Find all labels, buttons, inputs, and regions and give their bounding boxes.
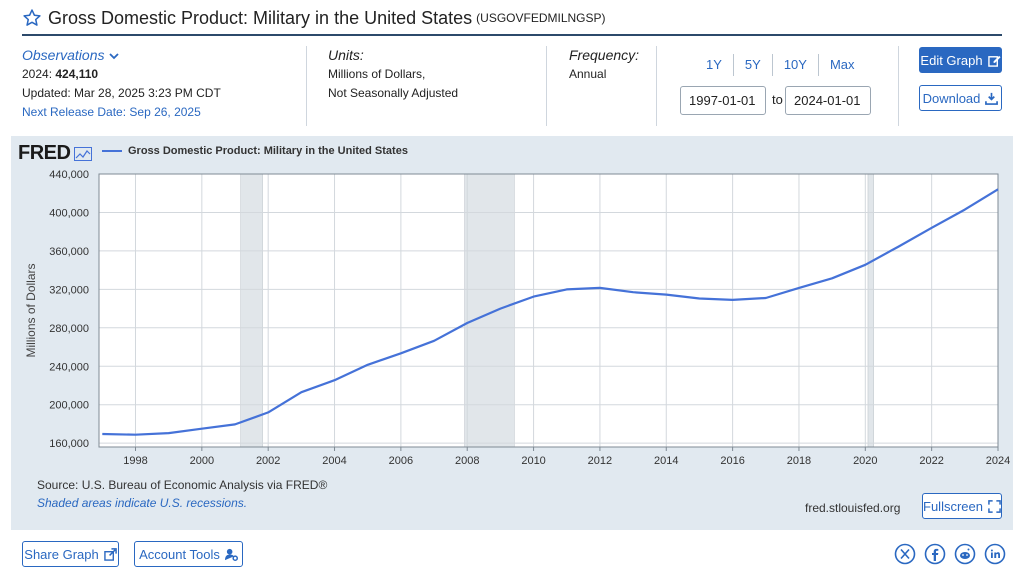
to-label: to [772, 92, 783, 107]
units-label: Units: [328, 47, 364, 63]
x-tick-label: 2008 [455, 455, 479, 467]
fullscreen-label: Fullscreen [923, 498, 983, 514]
y-tick-label: 320,000 [49, 284, 89, 296]
meta-divider [306, 46, 307, 126]
x-tick-label: 1998 [123, 455, 147, 467]
account-tools-button[interactable]: Account Tools [134, 541, 243, 567]
x-icon[interactable] [894, 543, 916, 565]
reddit-icon[interactable] [954, 543, 976, 565]
y-axis-label: Millions of Dollars [24, 263, 38, 357]
facebook-icon[interactable] [924, 543, 946, 565]
x-tick-label: 2000 [190, 455, 214, 467]
recession-band [867, 173, 874, 448]
share-graph-label: Share Graph [24, 546, 99, 562]
site-link[interactable]: fred.stlouisfed.org [805, 501, 901, 515]
edit-icon [987, 55, 1001, 67]
units-line2: Not Seasonally Adjusted [328, 86, 459, 100]
download-label: Download [922, 90, 981, 106]
units-line1: Millions of Dollars, [328, 67, 426, 81]
recession-band [464, 173, 515, 448]
fullscreen-icon [988, 499, 1001, 513]
star-icon[interactable] [22, 8, 42, 28]
x-tick-label: 2004 [322, 455, 346, 467]
download-icon [985, 92, 999, 105]
x-tick-label: 2006 [389, 455, 413, 467]
latest-observation: 2024: 424,110 [22, 65, 221, 84]
y-axis-ticks: 160,000 200,000 240,000 280,000 320,000 360,0… [49, 169, 89, 450]
recession-band [240, 173, 263, 448]
range-5y-button[interactable]: 5Y [734, 54, 773, 76]
share-graph-button[interactable]: Share Graph [22, 541, 119, 567]
title-row: Gross Domestic Product: Military in the … [22, 6, 606, 30]
x-tick-label: 2014 [654, 455, 678, 467]
chevron-down-icon [109, 52, 120, 59]
observations-panel: Observations 2024: 424,110 Updated: Mar … [22, 46, 221, 122]
x-tick-label: 2024 [986, 455, 1010, 467]
frequency-label: Frequency: [569, 47, 640, 63]
end-date-input[interactable] [785, 86, 871, 115]
x-tick-label: 2018 [787, 455, 811, 467]
range-max-button[interactable]: Max [829, 57, 855, 72]
share-icon [103, 547, 117, 561]
y-tick-label: 400,000 [49, 207, 89, 219]
x-tick-label: 2016 [720, 455, 744, 467]
linkedin-icon[interactable] [984, 543, 1006, 565]
y-tick-label: 200,000 [49, 400, 89, 412]
chart-legend: Gross Domestic Product: Military in the … [102, 145, 408, 157]
meta-divider [546, 46, 547, 126]
fred-logo: FRED [18, 142, 93, 165]
frequency-panel: Frequency: Annual [569, 46, 639, 84]
plot-area [98, 173, 999, 448]
meta-divider [656, 46, 657, 126]
series-line [102, 188, 999, 436]
x-tick-label: 2010 [521, 455, 545, 467]
next-release-link[interactable]: Next Release Date: Sep 26, 2025 [22, 105, 201, 119]
x-tick-label: 2002 [256, 455, 280, 467]
x-tick-label: 2022 [919, 455, 943, 467]
meta-divider [898, 46, 899, 126]
source-text: Source: U.S. Bureau of Economic Analysis… [37, 478, 328, 492]
y-tick-label: 360,000 [49, 246, 89, 258]
account-tools-label: Account Tools [139, 546, 220, 562]
latest-value: 424,110 [55, 67, 99, 81]
legend-swatch [102, 150, 122, 152]
fullscreen-button[interactable]: Fullscreen [922, 493, 1002, 519]
download-button[interactable]: Download [919, 85, 1002, 111]
edit-graph-button[interactable]: Edit Graph [919, 47, 1002, 73]
recession-bands [240, 173, 874, 448]
plot-background [99, 174, 998, 447]
y-tick-label: 240,000 [49, 361, 89, 373]
latest-year: 2024: [22, 67, 53, 81]
frequency-value: Annual [569, 67, 607, 81]
range-10y-button[interactable]: 10Y [773, 54, 819, 76]
recession-note: Shaded areas indicate U.S. recessions. [37, 496, 248, 510]
x-tick-label: 2020 [853, 455, 877, 467]
units-panel: Units: Millions of Dollars, Not Seasonal… [328, 46, 458, 103]
fred-chart-icon [74, 146, 93, 161]
y-tick-label: 160,000 [49, 438, 89, 450]
observations-label: Observations [22, 47, 105, 63]
user-gear-icon [224, 548, 238, 561]
x-tick-label: 2012 [588, 455, 612, 467]
series-id: (USGOVFEDMILNGSP) [476, 11, 606, 25]
edit-graph-label: Edit Graph [920, 52, 983, 68]
updated-text: Updated: Mar 28, 2025 3:23 PM CDT [22, 86, 221, 100]
y-tick-label: 440,000 [49, 169, 89, 181]
legend-label: Gross Domestic Product: Military in the … [128, 145, 408, 157]
page-title: Gross Domestic Product: Military in the … [48, 7, 473, 28]
title-divider [22, 34, 1002, 36]
range-1y-button[interactable]: 1Y [695, 54, 734, 76]
y-tick-label: 280,000 [49, 323, 89, 335]
observations-dropdown[interactable]: Observations [22, 46, 221, 65]
x-axis-ticks: 1998 2000 2002 2004 2006 2008 2010 2012 2014 2016… [123, 447, 1010, 467]
fred-logo-text: FRED [18, 142, 71, 164]
range-buttons: 1Y 5Y 10Y Max [695, 54, 866, 76]
start-date-input[interactable] [680, 86, 766, 115]
